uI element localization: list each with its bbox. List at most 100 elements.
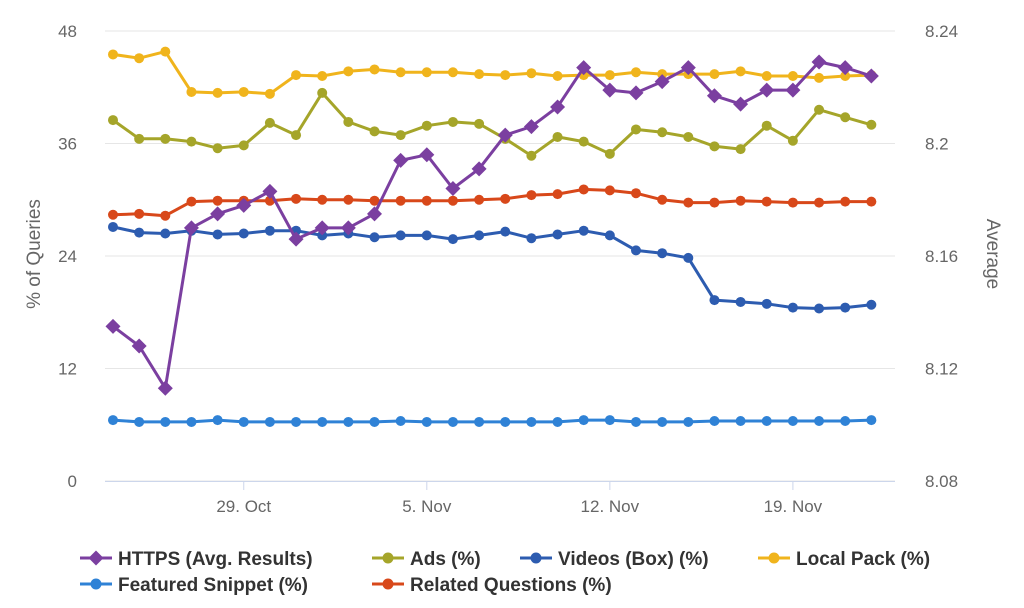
data-point — [160, 133, 171, 144]
data-point — [291, 70, 302, 81]
data-point — [604, 185, 615, 196]
data-point — [474, 118, 485, 129]
data-point — [497, 127, 513, 143]
legend-item[interactable]: Videos (Box) (%) — [520, 549, 709, 570]
data-point — [447, 195, 458, 206]
data-point — [840, 71, 851, 81]
data-point — [474, 69, 485, 80]
y-right-axis: 8.08 8.12 8.16 8.2 8.24 — [925, 22, 958, 491]
data-point — [212, 143, 223, 154]
data-point — [840, 302, 851, 313]
data-point — [395, 195, 406, 206]
data-point — [393, 152, 409, 168]
data-point — [447, 116, 458, 127]
data-point — [628, 85, 644, 101]
series-1 — [108, 87, 877, 161]
x-tick-label: 29. Oct — [216, 497, 271, 516]
series-line — [112, 50, 872, 96]
legend-label: Videos (Box) (%) — [558, 549, 709, 570]
data-point — [186, 136, 197, 147]
legend-marker — [90, 578, 102, 590]
data-point — [576, 60, 592, 76]
data-point — [160, 210, 171, 221]
data-point — [840, 196, 851, 207]
data-point — [709, 141, 720, 152]
data-point — [343, 116, 354, 127]
x-axis: 29. Oct 5. Nov 12. Nov 19. Nov — [105, 481, 895, 516]
data-point — [759, 82, 775, 98]
data-point — [108, 221, 118, 232]
data-point — [186, 416, 197, 427]
y-right-tick-label: 8.16 — [925, 247, 958, 266]
y-right-tick-label: 8.08 — [925, 472, 958, 491]
data-point — [814, 197, 825, 208]
data-point — [134, 53, 145, 64]
y-right-tick-label: 8.24 — [925, 22, 958, 41]
y-right-axis-title: Average — [982, 219, 1003, 289]
data-point — [840, 112, 851, 123]
y-left-tick-label: 12 — [58, 360, 77, 379]
data-point — [709, 197, 720, 208]
data-point — [787, 135, 798, 146]
y-left-tick-label: 24 — [58, 247, 77, 266]
data-point — [733, 96, 749, 112]
legend-item[interactable]: Related Questions (%) — [372, 575, 612, 596]
data-point — [787, 302, 798, 313]
data-point — [657, 194, 668, 205]
data-point — [160, 416, 171, 427]
data-point — [421, 416, 432, 427]
legend: HTTPS (Avg. Results) Ads (%) Videos (Box) … — [80, 549, 930, 596]
series-line — [112, 91, 872, 158]
data-point — [657, 416, 668, 427]
data-point — [550, 99, 566, 115]
data-point — [395, 67, 406, 78]
y-left-tick-label: 48 — [58, 22, 77, 41]
data-point — [552, 229, 563, 240]
legend-item[interactable]: Local Pack (%) — [758, 549, 930, 570]
data-point — [811, 54, 827, 70]
data-point — [186, 86, 197, 97]
data-point — [552, 71, 563, 81]
series-layer — [105, 46, 879, 427]
data-point — [445, 181, 461, 196]
data-point — [866, 119, 877, 130]
series-4 — [108, 415, 877, 427]
data-point — [709, 416, 720, 426]
data-point — [526, 68, 537, 79]
legend-item[interactable]: Featured Snippet (%) — [80, 575, 308, 596]
data-point — [421, 195, 432, 206]
data-point — [631, 416, 641, 427]
data-point — [787, 416, 798, 426]
data-point — [735, 416, 746, 426]
data-point — [683, 252, 694, 263]
data-point — [183, 220, 199, 236]
data-point — [291, 130, 302, 141]
data-point — [761, 416, 772, 426]
data-point — [654, 74, 670, 90]
legend-marker — [382, 578, 394, 590]
data-point — [340, 220, 356, 236]
data-point — [474, 230, 485, 241]
y-left-tick-label: 36 — [58, 135, 77, 154]
data-point — [657, 248, 668, 259]
data-point — [369, 64, 380, 75]
legend-label: Local Pack (%) — [796, 549, 930, 570]
data-point — [683, 416, 694, 427]
data-point — [604, 415, 615, 426]
data-point — [578, 184, 589, 195]
data-point — [343, 66, 354, 77]
data-point — [523, 119, 539, 135]
data-point — [421, 67, 432, 78]
data-point — [866, 196, 877, 207]
data-point — [212, 195, 223, 206]
data-point — [474, 416, 485, 427]
data-point — [526, 150, 537, 161]
legend-item[interactable]: Ads (%) — [372, 549, 481, 570]
data-point — [134, 416, 145, 427]
data-point — [526, 233, 537, 244]
data-point — [631, 67, 641, 78]
data-point — [343, 194, 354, 205]
legend-item[interactable]: HTTPS (Avg. Results) — [80, 549, 313, 570]
data-point — [264, 117, 275, 128]
data-point — [369, 126, 380, 137]
